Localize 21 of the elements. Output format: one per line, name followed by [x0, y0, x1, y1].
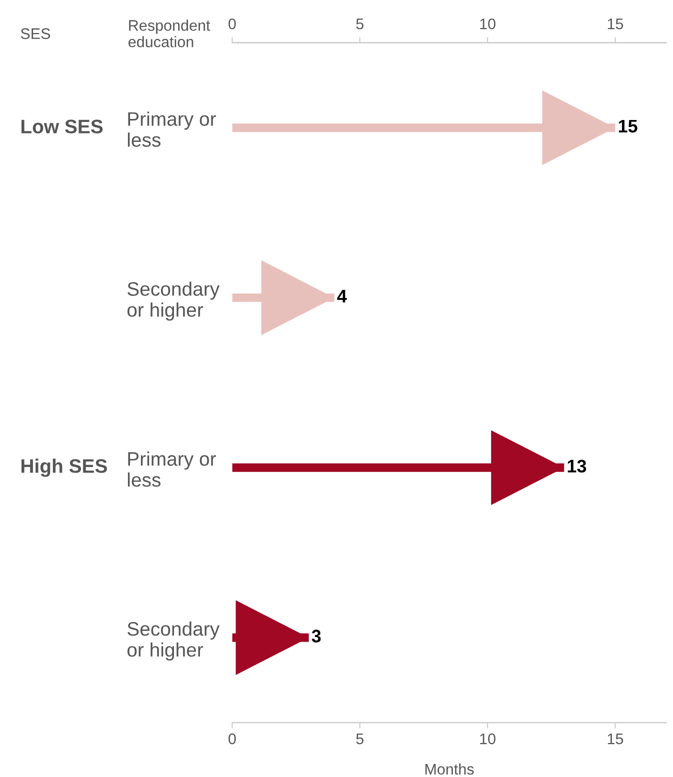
x-tick-label: 0 [228, 733, 236, 744]
x2-tick-label: 10 [480, 18, 496, 30]
x-tick-label: 15 [608, 734, 624, 744]
x2-tick-label: 5 [356, 18, 364, 30]
x-tick-label: 5 [356, 734, 364, 744]
text: Respondent education [128, 20, 210, 48]
y-tick-label: Secondary or higher [127, 622, 220, 661]
x-axis-title: Months [425, 763, 474, 775]
text: SES [20, 28, 50, 40]
data-label: 4 [337, 290, 347, 302]
text: Low SES [21, 120, 103, 134]
x2-tick-label: 15 [608, 18, 624, 30]
y-tick-label: Primary or less [128, 112, 216, 147]
y-tick-label: Secondary or higher [127, 282, 220, 321]
data-label: 3 [312, 630, 321, 642]
text: High SES [21, 458, 107, 477]
x-tick-label: 10 [480, 733, 496, 744]
data-label: 13 [568, 460, 586, 473]
y-tick-label: Primary or less [128, 452, 216, 487]
x2-tick-label: 0 [228, 18, 236, 30]
data-label: 15 [618, 120, 638, 133]
